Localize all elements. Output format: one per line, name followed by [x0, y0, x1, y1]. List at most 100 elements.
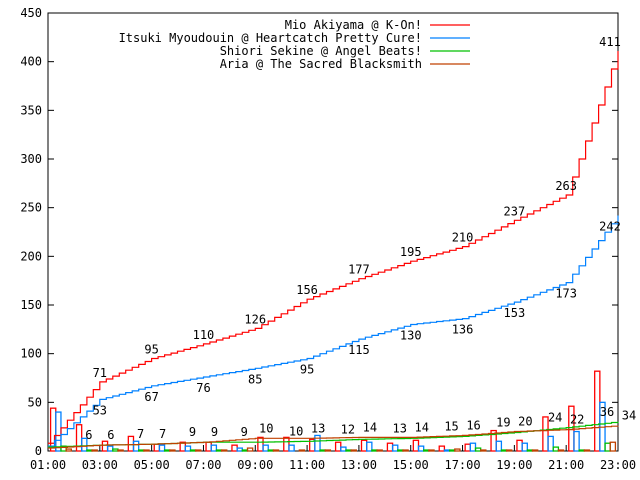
- y-tick-label: 100: [20, 347, 42, 361]
- hourly-bar: [402, 449, 409, 452]
- hourly-bar: [428, 449, 435, 452]
- hourly-bar: [604, 442, 611, 452]
- hourly-bar: [469, 442, 477, 452]
- data-label: 237: [504, 204, 526, 218]
- x-tick-label: 21:00: [548, 458, 584, 472]
- data-label: 71: [93, 366, 107, 380]
- hourly-bar: [438, 445, 446, 452]
- hourly-bar: [288, 444, 295, 452]
- hourly-bar: [557, 449, 565, 452]
- data-label: 6: [85, 428, 92, 442]
- hourly-bar: [65, 448, 72, 452]
- hourly-bar: [319, 449, 326, 452]
- series-line: [48, 51, 619, 444]
- y-tick-label: 50: [28, 395, 42, 409]
- hourly-bar: [117, 449, 124, 452]
- hourly-bar: [448, 449, 456, 452]
- data-label: 263: [555, 179, 577, 193]
- hourly-bar: [366, 441, 373, 452]
- hourly-bar: [531, 449, 539, 452]
- hourly-bar: [298, 449, 306, 452]
- hourly-bar: [454, 448, 461, 452]
- series-line: [48, 215, 619, 447]
- y-tick-label: 250: [20, 201, 42, 215]
- data-label: 36: [600, 405, 614, 419]
- hourly-bar: [386, 442, 394, 452]
- hourly-bar: [138, 449, 145, 452]
- data-label: 130: [400, 328, 422, 342]
- data-label: 9: [211, 425, 218, 439]
- data-label: 115: [348, 343, 370, 357]
- y-tick-label: 400: [20, 55, 42, 69]
- hourly-bar: [220, 449, 228, 452]
- hourly-bar: [474, 447, 482, 452]
- hourly-bar: [236, 447, 243, 452]
- data-label: 156: [296, 283, 318, 297]
- y-tick-label: 300: [20, 152, 42, 166]
- x-tick-label: 11:00: [289, 458, 325, 472]
- hourly-bar: [91, 449, 98, 452]
- hourly-bar: [143, 449, 150, 452]
- data-label: 19: [496, 416, 510, 430]
- hourly-bar: [231, 444, 238, 452]
- hourly-bar: [101, 440, 109, 452]
- hourly-bar: [423, 449, 430, 452]
- hourly-bar: [345, 449, 352, 452]
- data-label: 9: [189, 425, 196, 439]
- data-label: 173: [555, 287, 577, 301]
- data-label: 195: [400, 245, 422, 259]
- x-tick-label: 09:00: [237, 458, 273, 472]
- legend-label: Itsuki Myoudouin @ Heartcatch Pretty Cur…: [119, 31, 422, 45]
- hourly-bar: [215, 449, 223, 452]
- hourly-bar: [578, 449, 585, 452]
- hourly-bar: [360, 439, 368, 452]
- hourly-bar: [609, 441, 617, 452]
- legend-label: Mio Akiyama @ K-On!: [285, 18, 422, 32]
- hourly-bar: [55, 411, 62, 452]
- hourly-bar: [324, 449, 332, 452]
- hourly-bar: [262, 444, 269, 452]
- data-label: 24: [548, 411, 562, 425]
- data-label: 12: [341, 422, 355, 436]
- data-label: 10: [259, 421, 273, 435]
- legend-label: Shiori Sekine @ Angel Beats!: [220, 44, 422, 58]
- hourly-bar: [184, 445, 192, 452]
- hourly-bar: [158, 444, 166, 452]
- hourly-bar: [552, 446, 560, 452]
- hourly-bar: [272, 449, 280, 452]
- hourly-bar: [521, 442, 528, 452]
- data-label: 136: [452, 323, 474, 337]
- data-label: 34: [622, 409, 636, 423]
- y-tick-label: 350: [20, 103, 42, 117]
- x-tick-label: 17:00: [444, 458, 480, 472]
- data-label: 16: [466, 418, 480, 432]
- hourly-bar: [371, 449, 378, 452]
- y-tick-label: 150: [20, 298, 42, 312]
- data-label: 14: [363, 420, 377, 434]
- data-label: 13: [393, 421, 407, 435]
- data-label: 53: [93, 403, 107, 417]
- data-label: 177: [348, 263, 370, 277]
- hourly-bar: [86, 449, 93, 452]
- hourly-bar: [350, 449, 357, 452]
- x-tick-label: 19:00: [496, 458, 532, 472]
- hourly-bar: [246, 447, 254, 452]
- y-tick-label: 200: [20, 249, 42, 263]
- hourly-bar: [169, 449, 176, 452]
- data-label: 210: [452, 231, 474, 245]
- data-label: 95: [144, 343, 158, 357]
- data-label: 9: [241, 425, 248, 439]
- data-label: 15: [444, 419, 458, 433]
- hourly-bar: [412, 439, 420, 452]
- hourly-bar: [81, 437, 88, 452]
- hourly-bar: [542, 416, 549, 452]
- data-label: 67: [144, 390, 158, 404]
- hourly-bar: [526, 449, 534, 452]
- hourly-bar: [583, 449, 591, 452]
- x-tick-label: 05:00: [134, 458, 170, 472]
- hourly-bar: [480, 449, 487, 452]
- hourly-bar: [257, 436, 264, 452]
- data-label: 126: [244, 312, 266, 326]
- hourly-bar: [106, 445, 114, 452]
- hourly-bar: [500, 449, 508, 452]
